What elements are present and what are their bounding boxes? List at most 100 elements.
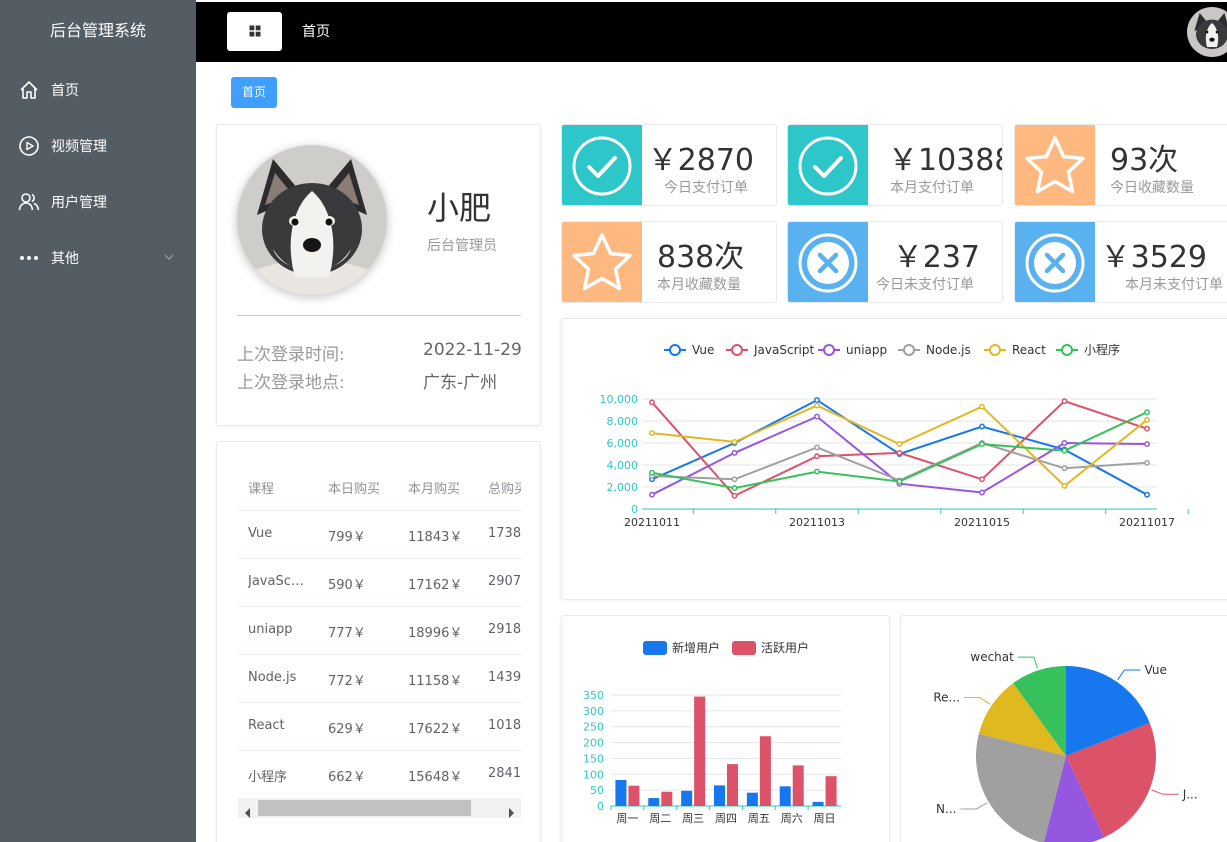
- data-point: [649, 430, 655, 437]
- label-line: [963, 697, 991, 705]
- scrollbar-thumb[interactable]: [258, 800, 471, 816]
- stat-label: 本月未支付订单: [1125, 277, 1223, 293]
- data-point: [814, 468, 820, 475]
- stat-card: ￥103883 本月支付订单: [787, 124, 1003, 206]
- data-point: [649, 491, 655, 498]
- y-tick-label: 350: [583, 689, 604, 702]
- table-cell: JavaScript: [248, 574, 304, 589]
- x-tick-label: 20211011: [624, 516, 680, 529]
- menu-toggle-button[interactable]: [227, 12, 282, 51]
- table-cell: 662￥: [328, 770, 366, 785]
- y-tick-label: 0: [631, 503, 638, 516]
- row-divider: [238, 606, 521, 607]
- last-login-place: 广东-广州: [423, 373, 498, 393]
- legend-swatch-dot: [669, 344, 681, 356]
- app-title: 后台管理系统: [49, 21, 146, 40]
- pie-slice: [1013, 666, 1066, 756]
- scroll-left-icon[interactable]: [244, 803, 252, 822]
- legend-swatch-dot: [903, 344, 915, 356]
- table-cell: 17382: [488, 526, 521, 541]
- data-point: [1144, 425, 1150, 432]
- bar: [615, 779, 627, 806]
- stat-label: 今日支付订单: [664, 180, 748, 196]
- table-cell: 14397: [488, 670, 521, 685]
- sidebar-item-label: 视频管理: [51, 139, 107, 155]
- table-cell: 11843￥: [408, 530, 463, 545]
- bar: [746, 792, 758, 806]
- legend-swatch-dot: [823, 344, 835, 356]
- stat-label: 今日收藏数量: [1110, 180, 1194, 196]
- sidebar-item-users[interactable]: 用户管理: [0, 174, 196, 230]
- grid-icon: [249, 22, 261, 41]
- table-cell: 11158￥: [408, 674, 463, 689]
- sidebar-item-label: 首页: [51, 83, 79, 99]
- label-line: [1151, 789, 1179, 795]
- legend-label: React: [1012, 343, 1046, 357]
- x-tick-label: 20211017: [1119, 516, 1175, 529]
- sidebar-item-video[interactable]: 视频管理: [0, 118, 196, 174]
- bar: [661, 791, 673, 806]
- table-cell: 29075: [488, 574, 521, 589]
- chevron-down-icon: [162, 250, 176, 264]
- row-divider: [238, 558, 521, 559]
- y-tick-label: 200: [583, 737, 604, 750]
- data-point: [814, 413, 820, 420]
- horizontal-scrollbar[interactable]: [238, 798, 521, 818]
- data-point: [649, 399, 655, 406]
- play-circle-icon: [18, 135, 40, 157]
- close-circle-icon: [1015, 222, 1095, 302]
- y-tick-label: 6,000: [607, 437, 639, 450]
- stat-card: ￥3529 本月未支付订单: [1014, 221, 1227, 303]
- stat-value: ￥103883: [888, 143, 1002, 178]
- course-table: 课程 本日购买 本月购买 总购买 Vue 799￥ 11843￥ 17382 J…: [238, 462, 521, 812]
- stat-value: 93次: [1110, 143, 1179, 178]
- y-tick-label: 50: [590, 784, 604, 797]
- y-tick-label: 150: [583, 752, 604, 765]
- data-point: [731, 485, 738, 492]
- bar: [812, 801, 824, 806]
- stat-card: ￥237 今日未支付订单: [787, 221, 1003, 303]
- breadcrumb[interactable]: 首页: [231, 77, 277, 108]
- users-icon: [18, 191, 40, 213]
- table-cell: 590￥: [328, 578, 366, 593]
- check-circle-icon: [562, 125, 642, 205]
- table-cell: 777￥: [328, 626, 366, 641]
- data-point: [649, 469, 655, 476]
- legend-label: 活跃用户: [761, 640, 809, 655]
- data-point: [814, 453, 820, 460]
- stat-value: ￥2870: [647, 143, 754, 178]
- data-point: [1144, 416, 1150, 423]
- sidebar-item-other[interactable]: 其他: [0, 230, 196, 286]
- more-icon: [18, 247, 40, 269]
- row-divider: [238, 702, 521, 703]
- data-point: [979, 423, 985, 430]
- bar: [727, 764, 738, 806]
- table-header: 本月购买: [408, 482, 461, 497]
- pie-chart: Vue J... N... Re... wechat: [933, 650, 1198, 842]
- line-chart: 0 2,000 4,000 6,000 8,000 10,000 20211011 20211…: [600, 342, 1189, 529]
- data-point: [814, 397, 820, 404]
- data-point: [814, 444, 820, 451]
- pie-slice: [976, 733, 1066, 842]
- bar: [825, 776, 837, 806]
- check-circle-icon: [788, 125, 868, 205]
- header-title: 首页: [302, 24, 330, 40]
- home-icon: [18, 79, 40, 101]
- scroll-right-icon[interactable]: [507, 803, 515, 822]
- legend-swatch-dot: [1061, 344, 1073, 356]
- data-point: [1061, 447, 1068, 454]
- stat-value: ￥3529: [1100, 240, 1207, 275]
- sidebar: 后台管理系统 首页 视频管理 用户管理 其他: [0, 0, 196, 842]
- avatar[interactable]: [1187, 7, 1227, 57]
- data-point: [1144, 441, 1150, 448]
- label-line: [960, 802, 988, 810]
- last-login-time-label: 上次登录时间:: [237, 345, 345, 365]
- line-chart-card: 0 2,000 4,000 6,000 8,000 10,000 20211011 20211…: [561, 318, 1227, 600]
- table-cell: 17162￥: [408, 578, 463, 593]
- sidebar-item-home[interactable]: 首页: [0, 62, 196, 118]
- last-login-time: 2022-11-29: [423, 340, 522, 360]
- stat-label: 本月支付订单: [890, 180, 974, 196]
- x-tick-label: 20211015: [954, 516, 1010, 529]
- legend-label: Vue: [692, 343, 714, 357]
- table-header: 总购买: [488, 482, 521, 497]
